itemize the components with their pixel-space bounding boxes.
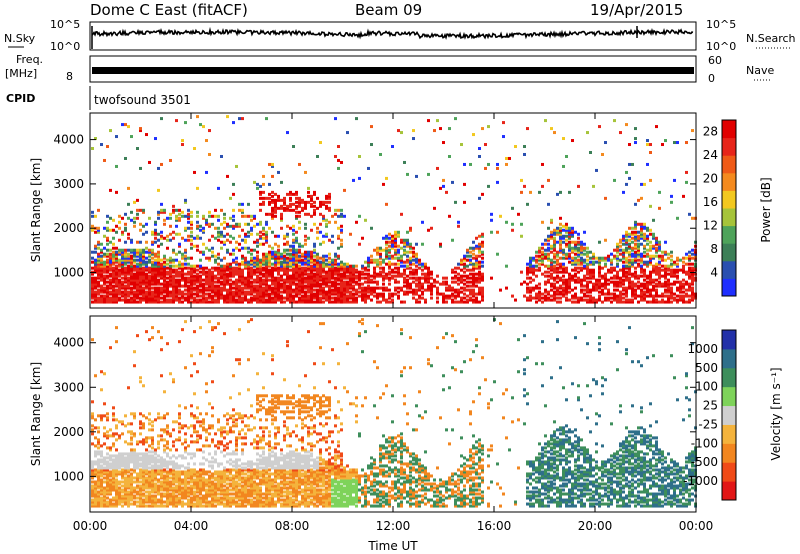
nsky-tick-bottom: 10^0 xyxy=(50,40,80,53)
nave-tick-bottom: 0 xyxy=(708,72,715,85)
velocity-ytick-label: 1000 xyxy=(53,469,84,483)
power-colorbar-swatch xyxy=(722,155,736,174)
freq-label: Freq. xyxy=(16,53,43,66)
velocity-colorbar-tick: -500 xyxy=(691,455,718,469)
x-tick-label: 00:00 xyxy=(679,519,714,533)
cpid-value: twofsound 3501 xyxy=(94,93,191,107)
velocity-colorbar-swatch xyxy=(722,481,736,501)
power-colorbar-frame xyxy=(721,119,737,297)
velocity-colorbar-swatch xyxy=(722,386,736,407)
velocity-ytick-label: 4000 xyxy=(53,336,84,350)
power-colorbar-swatch xyxy=(722,208,736,227)
velocity-colorbar-swatch xyxy=(722,348,736,369)
velocity-colorbar-label: Velocity [m s⁻¹] xyxy=(769,367,783,460)
power-colorbar-tick: 4 xyxy=(710,266,718,280)
power-colorbar-swatch xyxy=(722,278,736,297)
power-colorbar-swatch xyxy=(722,120,736,139)
power-colorbar-tick: 28 xyxy=(703,125,718,139)
velocity-ylabel: Slant Range [km] xyxy=(29,362,43,466)
power-colorbar-tick: 12 xyxy=(703,219,718,233)
freq-unit: [MHz] xyxy=(5,67,37,80)
velocity-axes: 1000 2000 3000 4000 xyxy=(53,316,697,512)
velocity-colorbar-swatch xyxy=(722,443,736,463)
date-label: 19/Apr/2015 xyxy=(590,1,683,19)
nave-tick-top: 60 xyxy=(708,54,722,67)
x-tick-label: 12:00 xyxy=(376,519,411,533)
velocity-heatmap xyxy=(91,318,697,508)
power-ytick-label: 2000 xyxy=(53,221,84,235)
velocity-colorbar: 1000 500 100 25 -25 -100 -500 -1000 xyxy=(683,329,737,501)
x-tick-label: 08:00 xyxy=(275,519,310,533)
freq-tick: 8 xyxy=(66,70,73,83)
power-colorbar-swatch xyxy=(722,243,736,262)
power-colorbar-swatch xyxy=(722,225,736,244)
nsky-trace-line xyxy=(91,26,694,40)
power-colorbar-swatch xyxy=(722,260,736,279)
velocity-colorbar-swatch xyxy=(722,462,736,482)
nsky-label: N.Sky xyxy=(4,32,36,45)
x-tick-label: 16:00 xyxy=(477,519,512,533)
velocity-colorbar-tick: 25 xyxy=(703,399,718,413)
nave-label: Nave xyxy=(746,64,774,77)
power-colorbar-tick: 24 xyxy=(703,148,718,162)
velocity-colorbar-tick: -100 xyxy=(691,436,718,450)
velocity-colorbar-tick: -25 xyxy=(698,417,718,431)
power-ytick-label: 4000 xyxy=(53,133,84,147)
velocity-colorbar-tick: 100 xyxy=(695,380,718,394)
power-colorbar-swatch xyxy=(722,137,736,156)
power-ytick-label: 3000 xyxy=(53,177,84,191)
power-colorbar-swatch xyxy=(722,172,736,191)
power-colorbar-label: Power [dB] xyxy=(759,177,773,242)
velocity-colorbar-swatch xyxy=(722,330,736,350)
x-tick-label: 04:00 xyxy=(174,519,209,533)
freq-panel-frame xyxy=(89,55,697,83)
nsky-trace xyxy=(91,26,694,49)
velocity-ytick-label: 3000 xyxy=(53,380,84,394)
x-axis-label: Time UT xyxy=(367,539,418,553)
power-colorbar-tick: 20 xyxy=(703,172,718,186)
power-ytick-label: 1000 xyxy=(53,266,84,280)
power-colorbar-swatch xyxy=(722,190,736,209)
velocity-colorbar-tick: 500 xyxy=(695,361,718,375)
velocity-colorbar-swatch xyxy=(722,405,736,425)
velocity-colorbar-frame xyxy=(721,329,737,501)
plot-title: Dome C East (fitACF) xyxy=(90,1,248,19)
velocity-colorbar-swatch xyxy=(722,367,736,388)
power-colorbar-tick: 16 xyxy=(703,195,718,209)
power-colorbar: 4 8 12 16 20 24 28 xyxy=(703,119,737,297)
velocity-ytick-label: 2000 xyxy=(53,425,84,439)
x-tick-label: 20:00 xyxy=(578,519,613,533)
nsky-panel-frame xyxy=(89,21,697,51)
nsearch-tick-bottom: 10^0 xyxy=(706,40,736,53)
nsky-tick-top: 10^5 xyxy=(50,18,80,31)
cpid-label: CPID xyxy=(6,92,35,105)
velocity-colorbar-tick: -1000 xyxy=(683,474,718,488)
power-colorbar-tick: 8 xyxy=(710,242,718,256)
beam-label: Beam 09 xyxy=(355,1,422,19)
velocity-colorbar-swatch xyxy=(722,424,736,444)
velocity-colorbar-tick: 1000 xyxy=(687,342,718,356)
nsearch-label: N.Search xyxy=(746,32,796,45)
power-heatmap xyxy=(91,115,697,304)
x-tick-label: 00:00 xyxy=(73,519,108,533)
freq-trace xyxy=(92,67,694,74)
power-axes: 1000 2000 3000 4000 xyxy=(53,113,697,308)
power-ylabel: Slant Range [km] xyxy=(29,158,43,262)
nsearch-tick-top: 10^5 xyxy=(706,18,736,31)
x-axis-ticks: 00:00 04:00 08:00 12:00 16:00 20:00 00:00 xyxy=(73,519,714,533)
